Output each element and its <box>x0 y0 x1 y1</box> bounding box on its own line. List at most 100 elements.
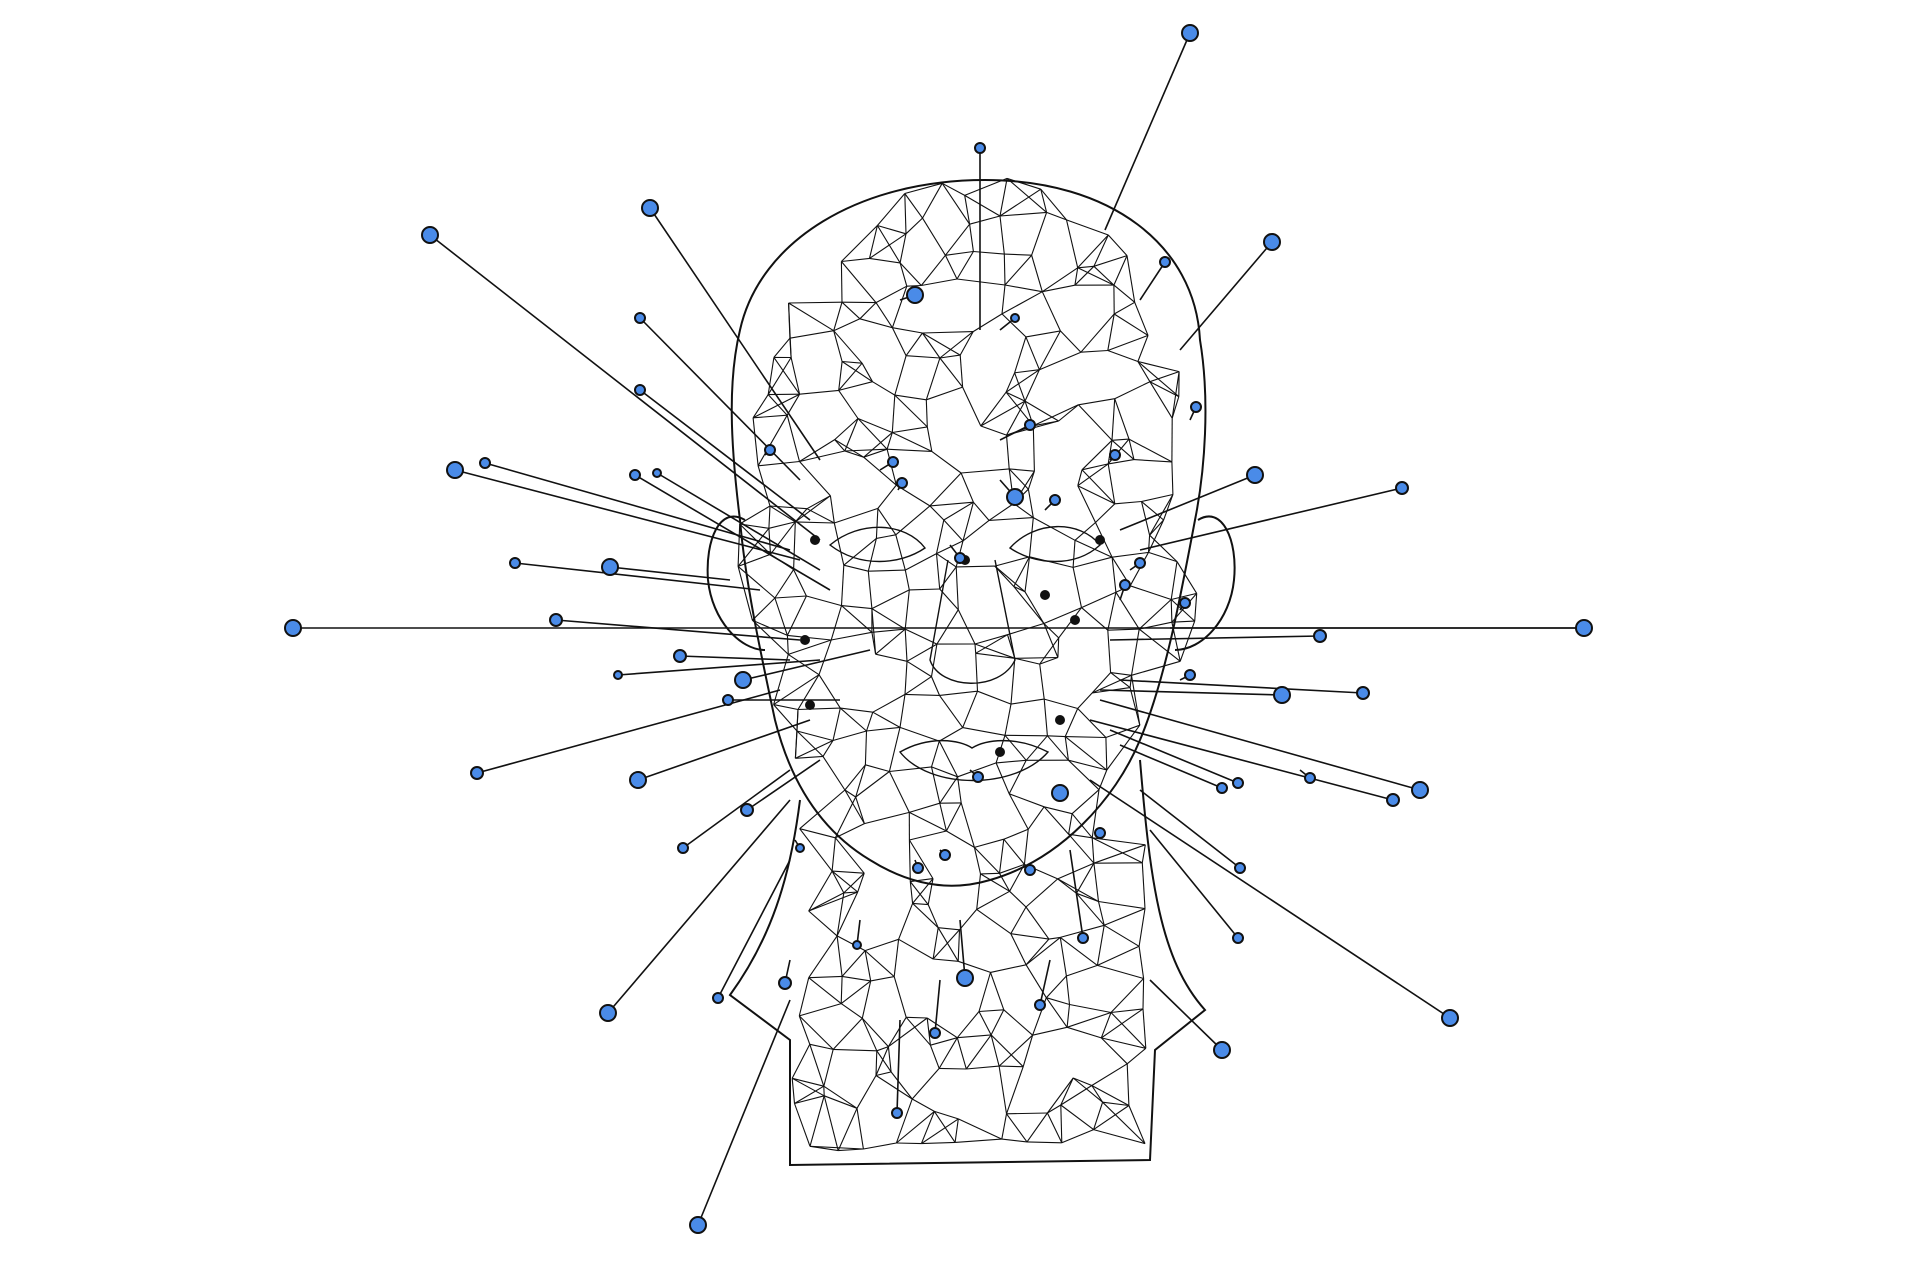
mesh-edge <box>799 439 835 462</box>
mesh-edge <box>1014 372 1026 402</box>
mesh-edge <box>962 386 982 427</box>
mesh-edge <box>871 589 910 610</box>
mesh-edge <box>904 193 907 234</box>
mesh-edge <box>910 878 934 883</box>
mesh-edge <box>1113 284 1136 303</box>
node-dot <box>1049 494 1061 506</box>
mesh-edge <box>863 1142 897 1150</box>
inner-dot <box>1055 715 1065 725</box>
mesh-edge <box>876 1046 889 1052</box>
mesh-edge <box>980 872 1000 875</box>
mesh-edge <box>974 838 1004 848</box>
mesh-edge <box>855 796 865 824</box>
node-spoke <box>639 389 811 521</box>
right-ear-outline <box>1174 515 1236 651</box>
node-dot <box>652 468 662 478</box>
mesh-edge <box>834 507 879 524</box>
node-dot <box>1181 24 1199 42</box>
mesh-edge <box>737 565 776 599</box>
mesh-edge <box>1065 736 1106 739</box>
mesh-edge <box>809 1043 834 1050</box>
mesh-edge <box>1100 1037 1128 1065</box>
mesh-edge <box>998 1034 1033 1067</box>
mesh-edge <box>976 873 982 910</box>
mesh-edge <box>838 362 863 391</box>
mesh-edge <box>899 694 906 728</box>
mesh-edge <box>1110 1008 1144 1014</box>
inner-dot <box>1095 535 1105 545</box>
mesh-edge <box>1007 622 1045 636</box>
node-spoke <box>639 317 801 481</box>
mesh-edge <box>905 332 923 357</box>
mesh-edge <box>955 566 959 610</box>
mesh-edge <box>757 414 788 467</box>
mesh-edge <box>1003 838 1025 865</box>
mesh-edge <box>1010 698 1045 705</box>
mesh-edge <box>866 726 901 732</box>
mesh-edge <box>896 1142 922 1145</box>
mesh-edge <box>1025 936 1061 966</box>
mesh-edge <box>1102 1101 1129 1107</box>
mesh-edge <box>1058 607 1082 639</box>
mesh-edge <box>842 360 863 364</box>
mesh-edge <box>911 1068 940 1100</box>
mesh-edge <box>1031 255 1043 292</box>
mesh-edge <box>994 556 1030 567</box>
mesh-edge <box>1071 789 1100 815</box>
mesh-edge <box>978 1011 992 1036</box>
node-dot <box>613 670 623 680</box>
mesh-edge <box>1027 489 1034 518</box>
node-dot <box>677 842 689 854</box>
node-dot <box>722 694 734 706</box>
node-dot <box>1159 256 1171 268</box>
mesh-edge <box>1111 398 1116 441</box>
mesh-edge <box>809 1145 864 1150</box>
mesh-edge <box>1077 692 1093 709</box>
mesh-edge <box>737 553 771 567</box>
mesh-edge <box>1108 459 1135 465</box>
mesh-edge <box>1003 828 1029 840</box>
mesh-edge <box>788 301 843 304</box>
mesh-edge <box>932 929 960 960</box>
mesh-edge <box>1064 736 1108 771</box>
mesh-edge <box>1005 435 1010 469</box>
mesh-edge <box>944 255 958 280</box>
mesh-edge <box>975 653 979 692</box>
mesh-edge <box>909 802 940 813</box>
mesh-edge <box>978 972 992 1012</box>
mesh-edge <box>1025 938 1050 966</box>
mesh-edge <box>958 1118 1003 1140</box>
mesh-edge <box>1091 837 1143 864</box>
mesh-edge <box>841 950 866 977</box>
mesh-edge <box>1130 629 1140 676</box>
mesh-edge <box>1106 724 1141 771</box>
mesh-edge <box>904 628 938 645</box>
mesh-edge <box>1065 219 1079 268</box>
mesh-edge <box>939 727 963 742</box>
mesh-edge <box>769 505 808 510</box>
mesh-edge <box>824 1095 858 1109</box>
mesh-edge <box>973 847 982 875</box>
mesh-edge <box>930 1037 958 1046</box>
mesh-edge <box>1114 500 1142 505</box>
mesh-edge <box>786 595 807 636</box>
mesh-edge <box>939 1067 967 1070</box>
mesh-edge <box>1004 284 1043 293</box>
mesh-edge <box>752 417 759 466</box>
mesh-edge <box>904 589 910 630</box>
mesh-edge <box>861 1018 878 1052</box>
mesh-edge <box>926 1017 958 1039</box>
mesh-edge <box>1081 463 1109 471</box>
node-dot <box>974 142 986 154</box>
mesh-edge <box>1072 556 1113 568</box>
mesh-edge <box>855 764 866 798</box>
mesh-edge <box>809 1044 825 1087</box>
mesh-edge <box>843 872 865 894</box>
mesh-edge <box>1064 736 1069 761</box>
mesh-edge <box>1097 964 1144 980</box>
mesh-edge <box>1010 933 1027 966</box>
mesh-edge <box>1031 212 1048 256</box>
node-dot <box>778 976 792 990</box>
mesh-edge <box>904 629 908 662</box>
mesh-edge <box>1004 253 1032 256</box>
